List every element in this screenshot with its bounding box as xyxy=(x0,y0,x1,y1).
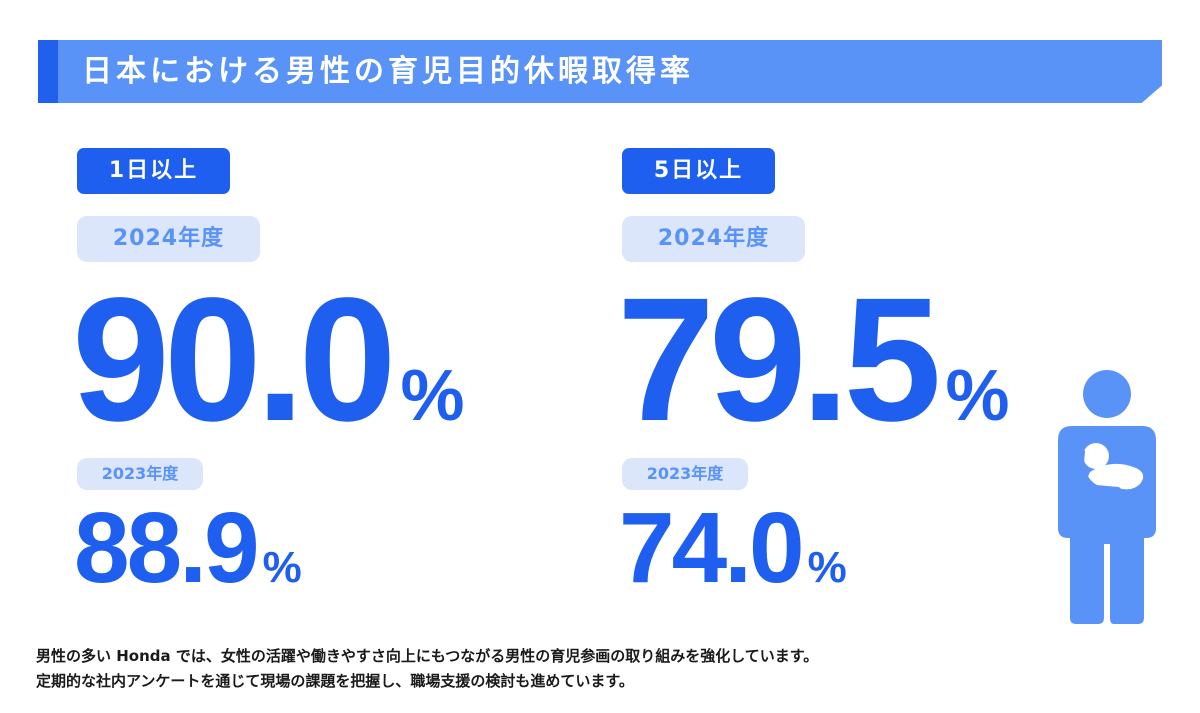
page-title: 日本における男性の育児目的休暇取得率 xyxy=(82,54,694,89)
right-current-year: 2024年度 xyxy=(622,216,805,262)
left-prev-unit: % xyxy=(262,543,302,592)
right-current-value: 79.5% xyxy=(617,272,1010,448)
left-current-value: 90.0% xyxy=(72,272,465,448)
title-banner xyxy=(38,40,1162,103)
right-current-unit: % xyxy=(945,356,1010,436)
left-current-number: 90.0 xyxy=(72,262,397,458)
left-prev-value: 88.9% xyxy=(74,498,302,598)
right-prev-unit: % xyxy=(807,543,847,592)
left-current-unit: % xyxy=(400,356,465,436)
footer-text: 男性の多い Honda では、女性の活躍や働きやすさ向上にもつながる男性の育児参… xyxy=(36,644,1156,694)
left-prev-year: 2023年度 xyxy=(77,458,203,490)
right-prev-value: 74.0% xyxy=(619,498,847,598)
footer-line-1: 男性の多い Honda では、女性の活躍や働きやすさ向上にもつながる男性の育児参… xyxy=(36,647,819,665)
right-current-number: 79.5 xyxy=(617,262,942,458)
title-banner-accent xyxy=(38,40,58,103)
left-tag: 1日以上 xyxy=(77,148,230,194)
right-prev-number: 74.0 xyxy=(619,492,805,604)
father-holding-baby-icon xyxy=(1058,370,1156,624)
footer-line-2: 定期的な社内アンケートを通じて現場の課題を把握し、職場支援の検討も進めています。 xyxy=(36,672,634,690)
left-current-year: 2024年度 xyxy=(77,216,260,262)
right-tag: 5日以上 xyxy=(622,148,775,194)
left-prev-number: 88.9 xyxy=(74,492,260,604)
right-prev-year: 2023年度 xyxy=(622,458,748,490)
